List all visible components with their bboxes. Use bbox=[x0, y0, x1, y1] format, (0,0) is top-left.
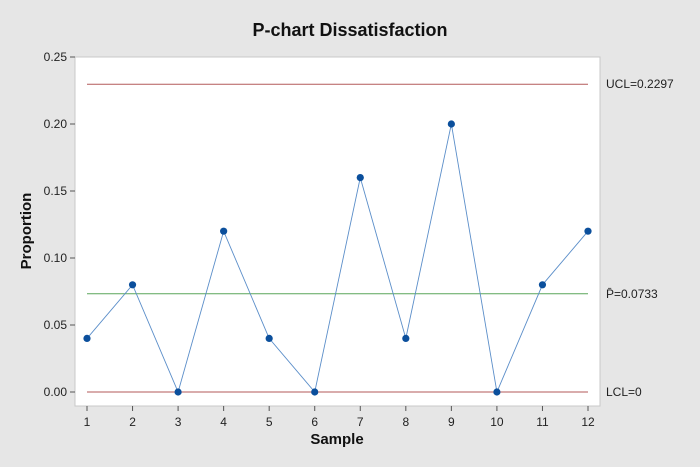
x-tick-label: 6 bbox=[311, 415, 318, 429]
x-tick-label: 9 bbox=[448, 415, 455, 429]
chart-title: P-chart Dissatisfaction bbox=[252, 20, 447, 40]
x-tick-label: 10 bbox=[490, 415, 504, 429]
data-point bbox=[538, 281, 547, 289]
data-point bbox=[265, 334, 273, 342]
series-line bbox=[86, 123, 589, 394]
y-axis-title: Proportion bbox=[18, 193, 35, 270]
x-tick-label: 2 bbox=[129, 415, 136, 429]
x-tick-label: 11 bbox=[536, 415, 549, 429]
data-point bbox=[83, 334, 91, 342]
axes: 0.000.050.100.150.200.251 2 3 4 5 6 7 8 9 10 11 12 bbox=[44, 50, 595, 429]
x-tick-label: 8 bbox=[402, 415, 409, 429]
reference-line-label: UCL=0.2297 bbox=[606, 77, 674, 91]
x-tick-label: 1 bbox=[84, 415, 91, 429]
data-point bbox=[402, 334, 410, 342]
x-tick-label: 4 bbox=[220, 415, 227, 429]
y-tick-label: 0.20 bbox=[44, 117, 68, 131]
x-tick-label: 3 bbox=[175, 415, 182, 429]
data-point bbox=[584, 227, 592, 235]
reference-line-label: LCL=0 bbox=[606, 385, 642, 399]
data-point bbox=[356, 174, 364, 182]
x-tick-label: 12 bbox=[581, 415, 595, 429]
y-tick-label: 0.05 bbox=[44, 318, 68, 332]
y-tick-label: 0.10 bbox=[44, 251, 68, 265]
data-point bbox=[447, 120, 455, 128]
y-tick-label: 0.00 bbox=[44, 385, 68, 399]
x-axis-title: Sample bbox=[310, 431, 363, 448]
y-tick-label: 0.25 bbox=[44, 50, 68, 64]
x-tick-label: 7 bbox=[357, 415, 364, 429]
y-tick-label: 0.15 bbox=[44, 184, 68, 198]
data-point bbox=[493, 388, 501, 396]
data-series bbox=[83, 120, 592, 396]
plot-area bbox=[74, 56, 601, 407]
x-tick-label: 5 bbox=[266, 415, 273, 429]
data-point bbox=[220, 227, 228, 235]
data-point bbox=[311, 388, 319, 396]
control-limits: UCL=0.2297 P̄=0.0733 LCL=0 bbox=[87, 77, 674, 399]
data-point bbox=[174, 388, 182, 396]
data-point bbox=[128, 281, 137, 289]
reference-line-label: P̄=0.0733 bbox=[606, 287, 658, 301]
